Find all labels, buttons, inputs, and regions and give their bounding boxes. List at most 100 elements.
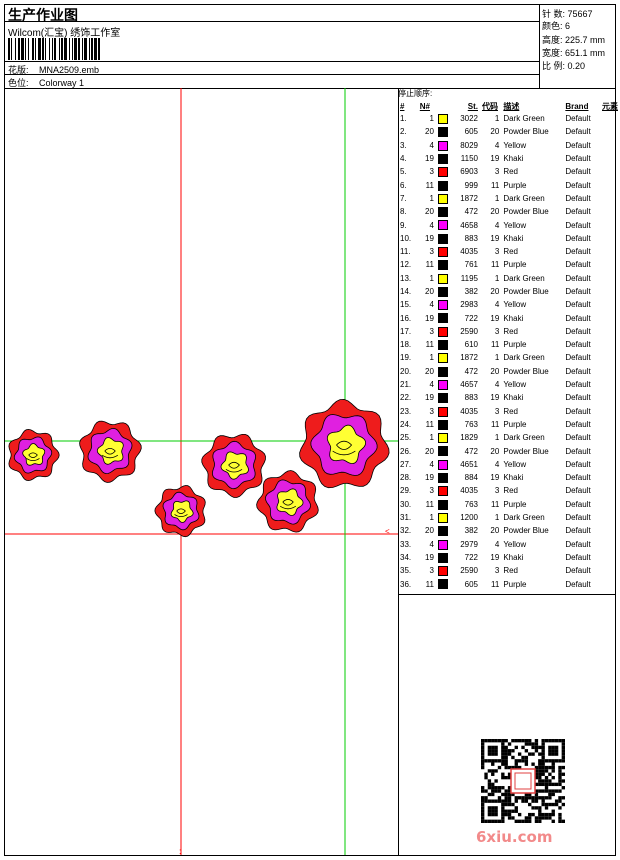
row-code: 11 bbox=[491, 180, 500, 190]
qr-module bbox=[504, 759, 508, 763]
row-code: 1 bbox=[494, 353, 500, 363]
qr-module bbox=[481, 749, 485, 753]
row-needle: 1 bbox=[429, 353, 434, 363]
sequence-rows: 1. 1 3022 1 Dark Green Default 2. 20 605 20 Powder… bbox=[398, 112, 620, 591]
row-stitches: 884 bbox=[464, 473, 478, 483]
table-row: 24. 11 763 11 Purple Default bbox=[398, 418, 620, 431]
qr-module bbox=[558, 819, 562, 823]
table-row: 9. 4 4658 4 Yellow Default bbox=[398, 218, 620, 231]
barcode-bar bbox=[59, 38, 60, 60]
row-swatch bbox=[436, 245, 451, 258]
qr-module bbox=[561, 786, 565, 790]
qr-module bbox=[504, 739, 508, 743]
row-description: Red bbox=[503, 326, 519, 336]
qr-module bbox=[481, 762, 485, 766]
row-element bbox=[600, 577, 620, 590]
row-swatch bbox=[436, 471, 451, 484]
table-row: 35. 3 2590 3 Red Default bbox=[398, 564, 620, 577]
color-swatch bbox=[437, 552, 448, 563]
row-index: 9. bbox=[400, 220, 407, 230]
qr-module bbox=[534, 806, 539, 810]
row-brand: Default bbox=[565, 566, 591, 576]
barcode-bar bbox=[45, 38, 46, 60]
qr-module bbox=[487, 749, 492, 753]
qr-module bbox=[551, 739, 555, 743]
qr-module bbox=[481, 796, 485, 800]
qr-module bbox=[491, 762, 495, 766]
qr-module bbox=[504, 809, 508, 813]
row-stitches: 763 bbox=[464, 499, 478, 509]
qr-module bbox=[544, 802, 549, 807]
row-index: 34. bbox=[400, 552, 412, 562]
qr-module bbox=[561, 796, 565, 800]
row-element bbox=[600, 365, 620, 378]
qr-module bbox=[541, 765, 545, 770]
qr-module bbox=[491, 759, 495, 763]
qr-module bbox=[501, 745, 505, 750]
row-code: 19 bbox=[490, 552, 500, 562]
qr-module bbox=[554, 802, 559, 807]
color-swatch bbox=[437, 446, 448, 457]
row-swatch bbox=[436, 351, 451, 364]
table-row: 13. 1 1195 1 Dark Green Default bbox=[398, 272, 620, 285]
row-element bbox=[600, 551, 620, 564]
row-description: Dark Green bbox=[503, 513, 545, 523]
qr-module bbox=[544, 806, 549, 810]
qr-module bbox=[484, 819, 488, 823]
row-brand: Default bbox=[565, 220, 591, 230]
barcode-bar bbox=[35, 38, 36, 60]
qr-module bbox=[551, 762, 555, 766]
qr-module bbox=[487, 752, 492, 756]
row-brand: Default bbox=[565, 393, 591, 403]
row-code: 1 bbox=[494, 273, 500, 283]
qr-module bbox=[501, 799, 505, 803]
qr-module bbox=[504, 802, 508, 807]
row-swatch bbox=[436, 444, 451, 457]
row-brand: Default bbox=[565, 193, 591, 203]
row-code: 1 bbox=[494, 193, 500, 203]
row-index: 8. bbox=[400, 207, 407, 217]
table-row: 29. 3 4035 3 Red Default bbox=[398, 484, 620, 497]
row-index: 35. bbox=[400, 566, 412, 576]
row-needle: 20 bbox=[425, 287, 434, 296]
qr-module bbox=[534, 789, 539, 793]
row-description: Yellow bbox=[503, 459, 527, 469]
colorway-value: Colorway 1 bbox=[39, 78, 85, 88]
qr-module bbox=[551, 775, 555, 780]
row-code: 20 bbox=[490, 287, 500, 296]
qr-module bbox=[507, 742, 512, 746]
stat-height: 高度: 225.7 mm bbox=[542, 35, 606, 45]
barcode bbox=[8, 38, 100, 60]
table-row: 12. 11 761 11 Purple Default bbox=[398, 258, 620, 271]
row-swatch bbox=[436, 484, 451, 497]
row-description: Purple bbox=[503, 579, 527, 589]
row-brand: Default bbox=[565, 313, 591, 323]
qr-module bbox=[501, 752, 505, 756]
row-needle: 3 bbox=[429, 566, 434, 576]
row-index: 12. bbox=[400, 260, 412, 270]
row-brand: Default bbox=[565, 127, 591, 137]
row-brand: Default bbox=[565, 273, 591, 283]
row-code: 4 bbox=[494, 300, 500, 310]
qr-module bbox=[501, 755, 505, 760]
qr-module bbox=[541, 742, 545, 746]
row-stitches: 1872 bbox=[460, 353, 478, 363]
row-code: 19 bbox=[490, 393, 500, 403]
qr-module bbox=[524, 742, 529, 746]
qr-module bbox=[504, 792, 508, 797]
qr-module bbox=[551, 802, 555, 807]
rose-center bbox=[170, 500, 194, 523]
row-description: Yellow bbox=[503, 300, 527, 310]
qr-module bbox=[544, 779, 549, 783]
qr-module bbox=[554, 752, 559, 756]
row-needle: 19 bbox=[425, 233, 434, 243]
rose-swirl bbox=[174, 508, 188, 518]
colorway-label: 色位: bbox=[8, 78, 29, 88]
qr-module bbox=[504, 765, 508, 770]
row-element bbox=[600, 152, 620, 165]
row-element bbox=[600, 205, 620, 218]
qr-module bbox=[524, 749, 529, 753]
row-description: Purple bbox=[503, 419, 527, 429]
qr-module bbox=[491, 739, 495, 743]
row-description: Powder Blue bbox=[503, 287, 549, 296]
